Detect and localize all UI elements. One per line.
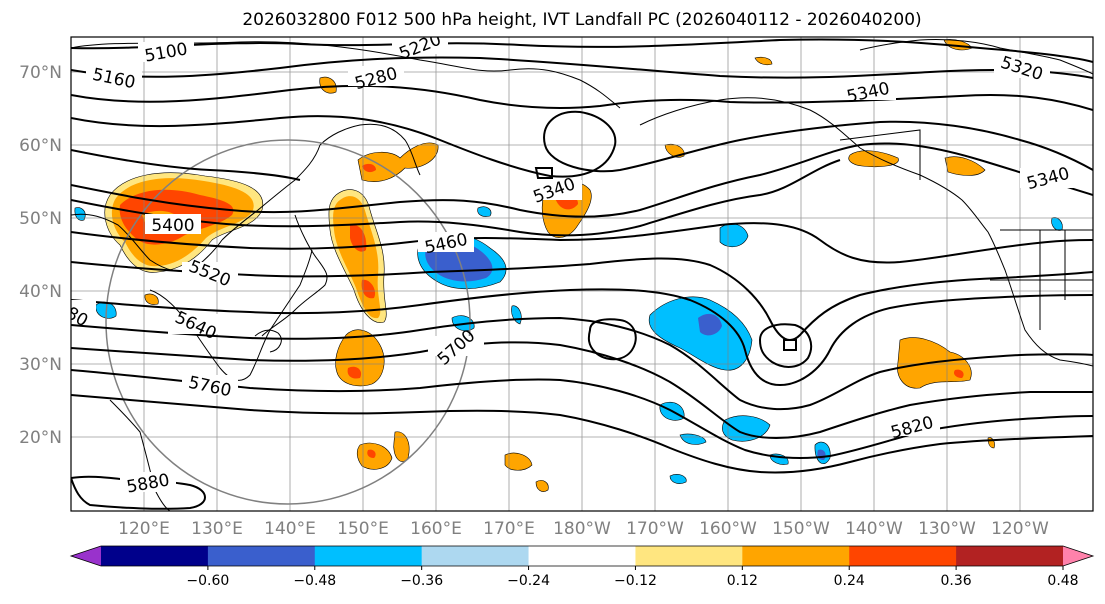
colorbar-segment: [742, 546, 850, 566]
colorbar-tick-label: −0.24: [507, 573, 550, 589]
colorbar-tick-label: 0.36: [941, 573, 972, 589]
colorbar-tick-label: −0.48: [293, 573, 336, 589]
lat-label: 40°N: [19, 282, 62, 302]
colorbar-tick-label: −0.60: [186, 573, 229, 589]
colorbar-segment: [421, 546, 530, 566]
lon-label: 170°W: [626, 519, 684, 539]
coastlines: [71, 38, 1093, 511]
lat-label: 30°N: [19, 355, 62, 375]
region-circle: [105, 139, 471, 505]
map-frame: [70, 36, 1094, 512]
colorbar-segment: [314, 546, 423, 566]
colorbar-segment: [849, 546, 957, 566]
lon-label: 140°W: [845, 519, 903, 539]
lon-label: 120°E: [118, 519, 170, 539]
lon-label: 150°W: [772, 519, 830, 539]
lat-label: 60°N: [19, 136, 62, 156]
longitude-labels: 120°E 130°E 140°E 150°E 160°E 170°E 180°…: [118, 519, 1049, 539]
graticule: [71, 37, 1093, 511]
colorbar-segment: [956, 546, 1064, 566]
latitude-labels: 70°N 60°N 50°N 40°N 30°N 20°N: [19, 63, 62, 448]
colorbar-segment: [528, 546, 636, 566]
colorbar-tick-label: 0.12: [727, 573, 758, 589]
colorbar-segment: [101, 546, 209, 566]
lon-label: 160°E: [410, 519, 462, 539]
lon-label: 170°E: [483, 519, 535, 539]
lon-label: 140°E: [264, 519, 316, 539]
colorbar-tick-label: −0.12: [614, 573, 657, 589]
colorbar-extend-min: [71, 546, 101, 566]
chart-title: 2026032800 F012 500 hPa height, IVT Land…: [242, 10, 921, 30]
colorbar-extend-max: [1063, 546, 1093, 566]
lat-label: 20°N: [19, 428, 62, 448]
lon-label: 130°E: [191, 519, 243, 539]
lon-label: 160°W: [699, 519, 757, 539]
lon-label: 130°W: [918, 519, 976, 539]
lon-label: 150°E: [337, 519, 389, 539]
colorbar: −0.60 −0.48 −0.36 −0.24 −0.12 0.12 0.24 0.36 0.4…: [69, 545, 1095, 589]
height-contours: [71, 38, 1093, 510]
colorbar-segment: [635, 546, 743, 566]
lat-label: 50°N: [19, 209, 62, 229]
colorbar-tick-label: −0.36: [400, 573, 443, 589]
lon-label: 120°W: [991, 519, 1049, 539]
lon-label: 180°W: [553, 519, 611, 539]
colorbar-segment: [207, 546, 316, 566]
lat-label: 70°N: [19, 63, 62, 83]
colorbar-tick-label: 0.48: [1047, 573, 1078, 589]
contour-label: 5400: [151, 216, 194, 236]
colorbar-outline: [69, 545, 1095, 567]
colorbar-tick-label: 0.24: [834, 573, 865, 589]
